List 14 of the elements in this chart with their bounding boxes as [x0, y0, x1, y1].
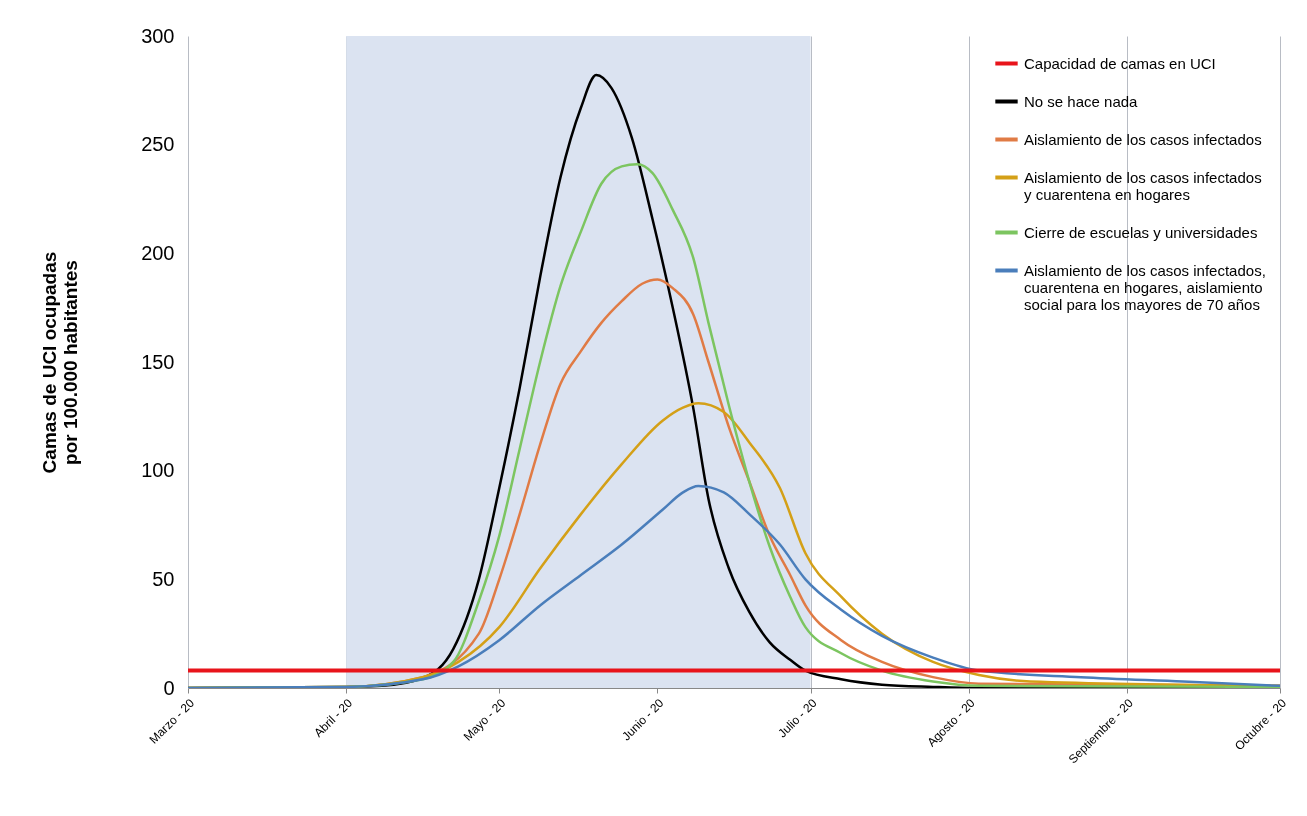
y-tick-label: 200 — [141, 241, 175, 264]
legend-label: Cierre de escuelas y universidades — [1024, 223, 1258, 241]
legend-label: Aislamiento de los casos infectados — [1024, 130, 1262, 148]
y-tick-label: 150 — [141, 350, 175, 373]
legend-label: Aislamiento de los casos infectados, cuarentena en hogares, aislamiento social para los mayores de 70 años — [1024, 261, 1266, 313]
legend-label: Capacidad de camas en UCI — [1024, 54, 1216, 72]
y-tick-label: 100 — [141, 459, 175, 482]
legend-label: Aislamiento de los casos infectados y cuarentena en hogares — [1024, 168, 1262, 203]
legend-label: No se hace nada — [1024, 92, 1139, 110]
y-tick-label: 50 — [152, 567, 175, 590]
y-tick-label: 250 — [141, 133, 175, 156]
y-axis-title: Camas de UCI ocupadas por 100.000 habitantes — [39, 251, 82, 474]
y-tick-label: 300 — [141, 24, 175, 47]
y-tick-label: 0 — [163, 676, 175, 699]
